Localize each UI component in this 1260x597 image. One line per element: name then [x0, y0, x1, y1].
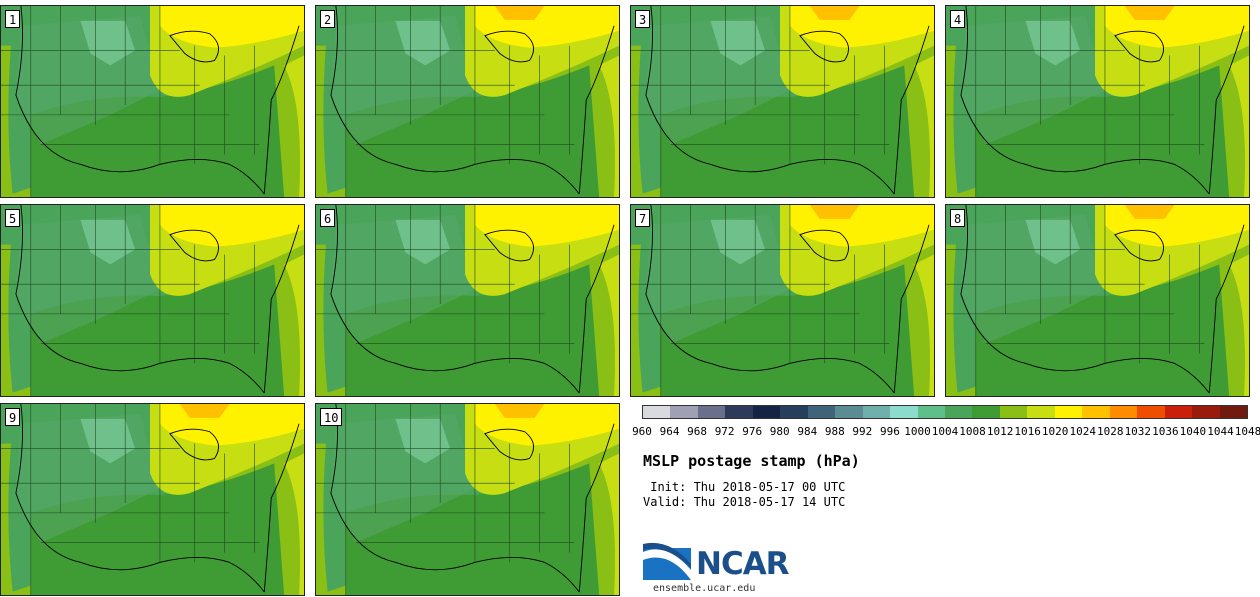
ensemble-member-panel: 7 [630, 204, 935, 397]
member-number: 3 [635, 10, 651, 28]
colorbar-swatch [643, 406, 671, 418]
colorbar-swatch [780, 406, 808, 418]
ensemble-member-panel: 8 [945, 204, 1250, 397]
member-number: 1 [5, 10, 21, 28]
colorbar-tick-label: 996 [879, 425, 900, 438]
colorbar-swatch [1082, 406, 1110, 418]
website-url: ensemble.ucar.edu [653, 583, 756, 594]
member-number: 8 [950, 209, 966, 227]
colorbar-tick-label: 968 [687, 425, 708, 438]
colorbar-swatch [1109, 406, 1138, 418]
colorbar-tick-label: 960 [632, 425, 652, 438]
colorbar-tick-label: 1004 [931, 425, 959, 438]
colorbar-tick-label: 992 [852, 425, 873, 438]
colorbar-tick-label: 976 [742, 425, 763, 438]
colorbar-swatch [1027, 406, 1055, 418]
colorbar-swatch [999, 406, 1028, 418]
colorbar [642, 405, 1248, 419]
colorbar-swatch [807, 406, 836, 418]
member-number: 10 [320, 408, 343, 426]
colorbar-tick-labels: 960 964 968 972 976 980 984 988 992 996 1000 1004 10… [632, 425, 1260, 439]
colorbar-tick-label: 980 [769, 425, 790, 438]
colorbar-swatch [752, 406, 781, 418]
init-time: Init: Thu 2018-05-17 00 UTC [643, 480, 846, 494]
colorbar-swatch [972, 406, 1000, 418]
colorbar-tick-label: 1048 [1234, 425, 1260, 438]
ensemble-member-panel: 1 [0, 5, 305, 198]
colorbar-tick-label: 972 [714, 425, 735, 438]
ensemble-member-panel: 9 [0, 403, 305, 596]
member-number: 5 [5, 209, 21, 227]
ensemble-member-panel: 5 [0, 204, 305, 397]
ensemble-member-panel: 6 [315, 204, 620, 397]
colorbar-swatch [1164, 406, 1193, 418]
ensemble-member-panel: 4 [945, 5, 1250, 198]
ensemble-member-panel: 3 [630, 5, 935, 198]
colorbar-swatch [1137, 406, 1165, 418]
plot-title: MSLP postage stamp (hPa) [643, 452, 860, 470]
colorbar-tick-label: 964 [659, 425, 680, 438]
colorbar-swatch [670, 406, 698, 418]
colorbar-tick-label: 1040 [1179, 425, 1207, 438]
colorbar-swatch [917, 406, 945, 418]
ensemble-member-panel: 10 [315, 403, 620, 596]
member-number: 4 [950, 10, 966, 28]
colorbar-tick-label: 988 [824, 425, 845, 438]
colorbar-swatch [835, 406, 863, 418]
member-number: 9 [5, 408, 21, 426]
ncar-logo: NCAR [643, 540, 793, 584]
colorbar-tick-label: 1036 [1152, 425, 1179, 438]
valid-time: Valid: Thu 2018-05-17 14 UTC [643, 495, 846, 509]
member-number: 2 [320, 10, 336, 28]
colorbar-swatch [862, 406, 891, 418]
member-number: 7 [635, 209, 651, 227]
colorbar-swatch [697, 406, 726, 418]
colorbar-swatch [725, 406, 753, 418]
colorbar-swatch [1219, 406, 1247, 418]
member-number: 6 [320, 209, 336, 227]
colorbar-swatch [1192, 406, 1220, 418]
colorbar-tick-label: 1024 [1069, 425, 1096, 438]
ensemble-member-panel: 2 [315, 5, 620, 198]
ncar-swoosh-icon [643, 542, 691, 580]
colorbar-tick-label: 1000 [904, 425, 931, 438]
colorbar-tick-label: 1008 [959, 425, 986, 438]
colorbar-swatch [890, 406, 918, 418]
colorbar-tick-label: 1032 [1124, 425, 1152, 438]
logo-text: NCAR [696, 546, 790, 582]
colorbar-tick-label: 1020 [1041, 425, 1069, 438]
colorbar-swatch [944, 406, 973, 418]
colorbar-tick-label: 984 [797, 425, 818, 438]
colorbar-tick-label: 1016 [1014, 425, 1041, 438]
colorbar-tick-label: 1044 [1207, 425, 1234, 438]
colorbar-swatch [1054, 406, 1083, 418]
colorbar-tick-label: 1028 [1097, 425, 1124, 438]
colorbar-tick-label: 1012 [986, 425, 1014, 438]
